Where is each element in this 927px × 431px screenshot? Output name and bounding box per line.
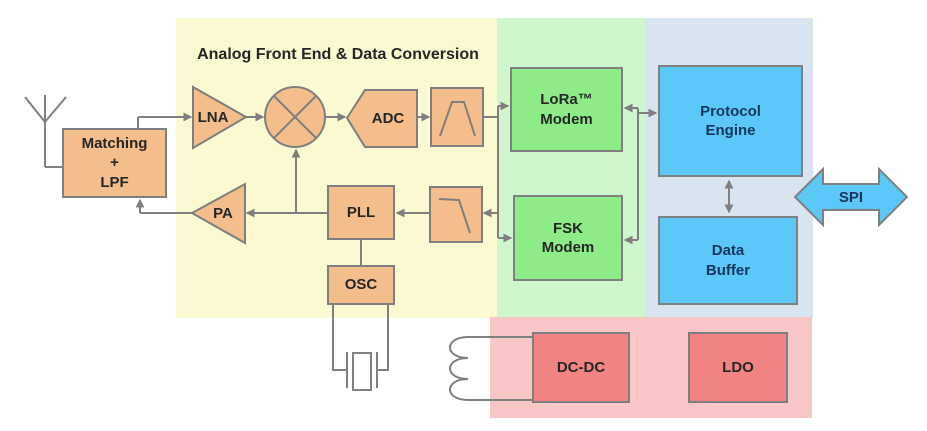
- ldo-block: LDO: [688, 332, 788, 403]
- bandpass-filter-icon: [430, 87, 484, 147]
- protocol-engine-block: Protocol Engine: [658, 65, 803, 177]
- data-buffer-block: Data Buffer: [658, 216, 798, 305]
- lowpass-filter-icon: [429, 186, 483, 243]
- connection-lines-modem-bus: [623, 103, 734, 245]
- lna-triangle: [192, 85, 249, 150]
- pll-block: PLL: [327, 185, 395, 240]
- matching-lpf-block: Matching + LPF: [62, 128, 167, 198]
- spi-bidirectional-arrow: [793, 166, 909, 228]
- connection-lines-rx: [137, 101, 513, 243]
- mixer-icon: [264, 86, 326, 148]
- region-title: Analog Front End & Data Conversion: [197, 46, 479, 63]
- pa-triangle: [189, 182, 246, 245]
- adc-pentagon: [345, 89, 418, 148]
- connection-lines-tx: [135, 148, 430, 265]
- antenna-icon: [24, 95, 67, 168]
- lora-modem-block: LoRa™ Modem: [510, 67, 623, 152]
- crystal-icon: [332, 305, 389, 391]
- osc-block: OSC: [327, 265, 395, 305]
- inductor-icon: [449, 336, 532, 401]
- fsk-modem-block: FSK Modem: [513, 195, 623, 281]
- dcdc-block: DC-DC: [532, 332, 630, 403]
